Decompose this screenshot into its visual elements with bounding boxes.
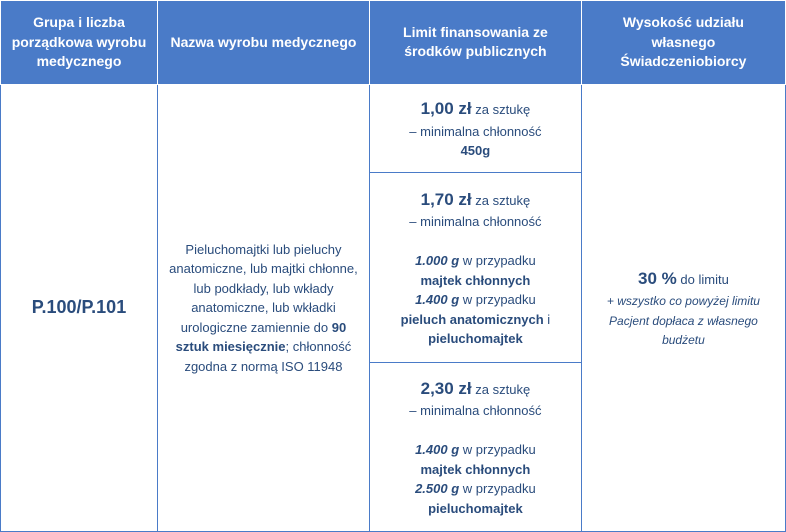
table-row: P.100/P.101 Pieluchomajtki lub pieluchy … <box>1 84 786 173</box>
share-bold: 30 % <box>638 269 677 288</box>
limit2-line2: – minimalna chłonność <box>409 214 541 229</box>
l2-d1-rest: w przypadku <box>459 253 536 268</box>
price-1: 1,00 zł <box>421 99 472 118</box>
price-2-suffix: za sztukę <box>472 193 531 208</box>
table-header-row: Grupa i liczba porządkowa wyrobu medyczn… <box>1 1 786 85</box>
limit-tier-2: 1,70 zł za sztukę – minimalna chłonność … <box>369 173 581 362</box>
share-rest: do limitu <box>677 272 729 287</box>
price-3: 2,30 zł <box>421 379 472 398</box>
l2-d2-bold: 1.400 g <box>415 292 459 307</box>
header-limit: Limit finansowania ze środków publicznyc… <box>369 1 581 85</box>
l3-d2-rest: w przypadku <box>459 481 536 496</box>
l2-d2-and: i <box>544 312 551 327</box>
limit-tier-1: 1,00 zł za sztukę – minimalna chłonność … <box>369 84 581 173</box>
l2-d2-prod2: pieluchomajtek <box>428 331 523 346</box>
l2-d1-prod: majtek chłonnych <box>421 273 531 288</box>
l3-d2-bold: 2.500 g <box>415 481 459 496</box>
l3-d2-prod: pieluchomajtek <box>428 501 523 516</box>
pricing-table: Grupa i liczba porządkowa wyrobu medyczn… <box>0 0 786 532</box>
l3-d1-bold: 1.400 g <box>415 442 459 457</box>
header-name: Nazwa wyrobu medycznego <box>158 1 370 85</box>
limit1-line2: – minimalna chłonność <box>409 124 541 139</box>
l3-d1-rest: w przypadku <box>459 442 536 457</box>
product-description: Pieluchomajtki lub pieluchy anatomiczne,… <box>158 84 370 531</box>
price-1-suffix: za sztukę <box>472 102 531 117</box>
desc-pre: Pieluchomajtki lub pieluchy anatomiczne,… <box>169 242 358 335</box>
limit-tier-3: 2,30 zł za sztukę – minimalna chłonność … <box>369 362 581 531</box>
patient-share: 30 % do limitu + wszystko co powyżej lim… <box>581 84 785 531</box>
limit1-line3: 450g <box>461 143 491 158</box>
l2-d2-prod1: pieluch anatomicznych <box>401 312 544 327</box>
header-share: Wysokość udziału własnego Świadczeniobio… <box>581 1 785 85</box>
price-3-suffix: za sztukę <box>472 382 531 397</box>
product-code: P.100/P.101 <box>1 84 158 531</box>
price-2: 1,70 zł <box>421 190 472 209</box>
l3-d1-prod: majtek chłonnych <box>421 462 531 477</box>
header-group: Grupa i liczba porządkowa wyrobu medyczn… <box>1 1 158 85</box>
limit3-line2: – minimalna chłonność <box>409 403 541 418</box>
share-italic: + wszystko co powyżej limitu Pacjent dop… <box>607 294 760 347</box>
l2-d1-bold: 1.000 g <box>415 253 459 268</box>
l2-d2-rest: w przypadku <box>459 292 536 307</box>
